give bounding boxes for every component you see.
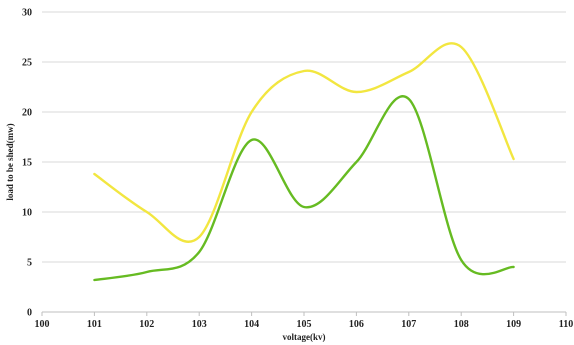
x-tick-label: 110: [559, 319, 573, 330]
x-tick-label: 109: [506, 319, 521, 330]
x-tick-label: 105: [297, 319, 312, 330]
series-lines: [93, 42, 515, 282]
x-tick-label: 102: [139, 319, 154, 330]
x-tick-label: 103: [192, 319, 207, 330]
x-tick-label: 101: [87, 319, 102, 330]
y-tick-label: 20: [22, 108, 32, 119]
y-tick-label: 10: [22, 208, 32, 219]
y-tick-label: 25: [22, 58, 32, 69]
tick-labels: 0 5 10 15 20 25 30 100 101 102 103 104 105 106 107 108 1…: [22, 8, 573, 331]
y-axis-title: load to be shed(mw): [5, 123, 15, 200]
x-tick-label: 100: [35, 319, 50, 330]
x-tick-label: 107: [401, 319, 416, 330]
y-tick-label: 30: [22, 8, 32, 19]
x-tick-label: 106: [349, 319, 364, 330]
x-tick-label: 108: [454, 319, 469, 330]
y-tick-label: 0: [27, 308, 32, 319]
grid: [42, 11, 566, 263]
series-line-1: [93, 42, 515, 243]
x-tick-label: 104: [244, 319, 259, 330]
axes: [41, 311, 567, 316]
series-line-2: [93, 95, 515, 282]
y-tick-label: 15: [22, 158, 32, 169]
y-tick-label: 5: [27, 258, 32, 269]
x-axis-title: voltage(kv): [283, 332, 326, 342]
